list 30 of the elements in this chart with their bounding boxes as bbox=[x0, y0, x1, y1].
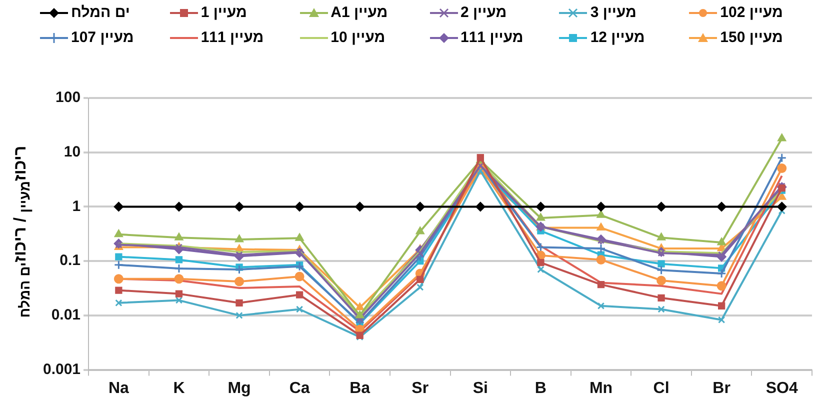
legend-label: מעיין 150 bbox=[720, 29, 783, 46]
x-tick-label: Cl bbox=[653, 380, 670, 397]
legend-label: מעיין 107 bbox=[71, 29, 134, 46]
x-tick-label: Si bbox=[472, 380, 488, 397]
legend-label: מעיין 12 bbox=[590, 29, 645, 46]
y-tick-label: 10 bbox=[64, 144, 81, 160]
legend-label: ים המלח bbox=[71, 4, 130, 21]
y-tick-label: 100 bbox=[56, 89, 81, 106]
y-tick-label: 0.001 bbox=[42, 360, 81, 378]
legend-label: מעיין 102 bbox=[720, 4, 783, 21]
x-tick-label: Mn bbox=[589, 380, 613, 397]
x-tick-label: SO4 bbox=[766, 380, 798, 397]
x-tick-label: Ba bbox=[350, 380, 370, 397]
x-tick-label: Br bbox=[712, 380, 730, 397]
legend-label: מעיין 111 bbox=[460, 29, 524, 46]
y-tick-label: 0.01 bbox=[51, 306, 81, 324]
x-tick-label: Sr bbox=[412, 380, 429, 397]
x-tick-label: Ca bbox=[289, 380, 310, 397]
legend-label: מעיין 111 bbox=[200, 29, 264, 46]
x-tick-label: K bbox=[173, 380, 186, 397]
x-tick-label: B bbox=[534, 380, 546, 397]
legend-label: מעיין 2 bbox=[460, 4, 507, 21]
x-tick-label: Mg bbox=[228, 380, 251, 397]
legend-label: מעיין 10 bbox=[330, 29, 386, 46]
legend-label: מעיין A1 bbox=[330, 4, 388, 21]
legend-label: מעיין 1 bbox=[200, 4, 247, 21]
y-tick-label: 0.1 bbox=[60, 252, 81, 270]
x-tick-label: Na bbox=[108, 380, 130, 397]
legend-label: מעיין 3 bbox=[590, 4, 636, 21]
y-tick-label: 1 bbox=[72, 198, 81, 215]
